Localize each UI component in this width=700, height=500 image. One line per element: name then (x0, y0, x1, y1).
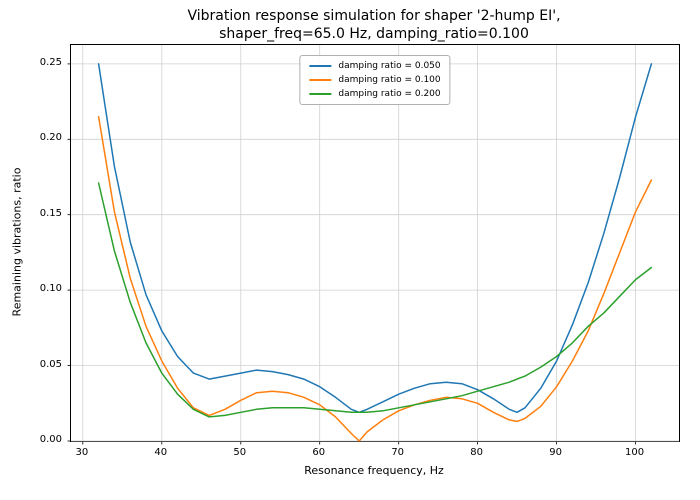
chart-title: Vibration response simulation for shaper… (70, 7, 678, 44)
legend-item: damping ratio = 0.100 (309, 75, 441, 85)
x-tick-label: 40 (154, 447, 168, 458)
y-tick-label: 0.00 (39, 434, 62, 445)
legend-label: damping ratio = 0.100 (338, 75, 441, 85)
plot-canvas (67, 45, 679, 445)
x-tick-label: 70 (391, 447, 405, 458)
x-tick-label: 50 (233, 447, 247, 458)
y-tick-label: 0.10 (39, 283, 62, 295)
legend-label: damping ratio = 0.200 (338, 89, 441, 99)
x-tick-label: 80 (470, 447, 484, 458)
legend-line-damping-0100 (309, 79, 332, 81)
chart-title-line1: Vibration response simulation for shaper… (187, 8, 561, 24)
y-tick-label: 0.15 (39, 207, 62, 219)
y-tick-label: 0.05 (39, 358, 62, 370)
legend: damping ratio = 0.050 damping ratio = 0.… (299, 55, 451, 105)
x-tick-label: 100 (625, 447, 645, 458)
legend-line-damping-0050 (309, 65, 332, 67)
legend-item: damping ratio = 0.050 (309, 61, 441, 71)
legend-item: damping ratio = 0.200 (309, 89, 441, 99)
x-tick-label: 90 (549, 447, 562, 458)
x-tick-label: 30 (75, 447, 89, 458)
legend-line-damping-0200 (309, 93, 332, 95)
legend-label: damping ratio = 0.050 (338, 61, 441, 71)
y-tick-label: 0.25 (39, 56, 62, 68)
y-tick-label: 0.20 (39, 132, 62, 144)
x-axis-label: Resonance frequency, Hz (304, 464, 444, 477)
chart-title-line2: shaper_freq=65.0 Hz, damping_ratio=0.100 (219, 26, 529, 43)
x-tick-label: 60 (312, 447, 326, 458)
plot-area: damping ratio = 0.050 damping ratio = 0.… (67, 44, 680, 445)
